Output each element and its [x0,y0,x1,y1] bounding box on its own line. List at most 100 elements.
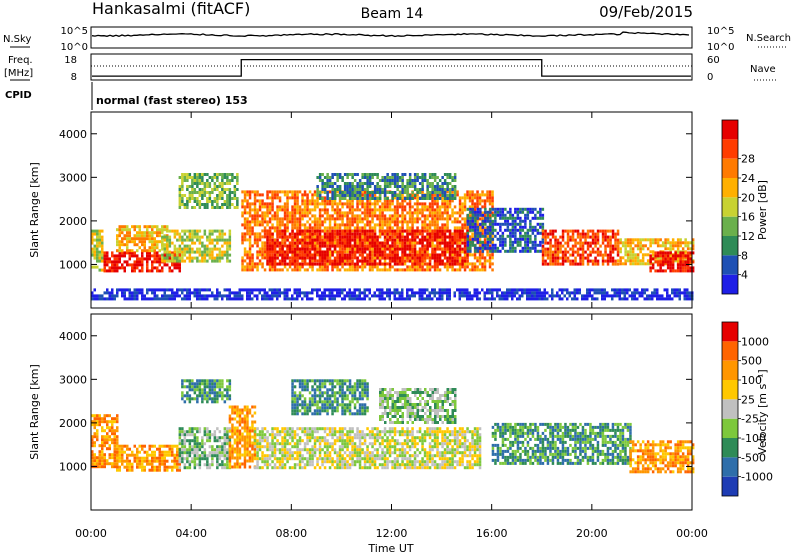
heatmap-cell [483,238,487,242]
heatmap-cell [346,191,349,194]
heatmap-cell [138,257,141,261]
heatmap-cell [481,246,485,250]
heatmap-cell [171,263,174,267]
heatmap-cell [381,188,384,191]
heatmap-cell [311,199,314,203]
heatmap-cell [338,238,342,242]
heatmap-cell [203,250,207,254]
heatmap-cell [371,262,374,266]
heatmap-cell [516,240,520,244]
heatmap-cell [343,235,347,239]
heatmap-cell [326,226,329,230]
heatmap-cell [626,256,630,260]
heatmap-cell [438,185,442,188]
heatmap-cell [431,223,434,227]
heatmap-cell [381,191,384,194]
heatmap-cell [226,256,229,260]
heatmap-cell [376,182,379,185]
heatmap-cell [473,196,477,200]
heatmap-cell [386,199,389,203]
heatmap-cell [276,288,279,292]
heatmap-cell [418,191,422,194]
heatmap-cell [288,214,292,218]
heatmap-cell [256,288,259,292]
heatmap-cell [676,247,680,251]
heatmap-cell [624,250,627,254]
heatmap-cell [331,199,334,203]
heatmap-cell [293,220,297,224]
heatmap-cell [468,193,472,197]
heatmap-cell [561,259,565,263]
heatmap-cell [624,253,627,257]
figure-title: Hankasalmi (fitACF) [92,0,250,18]
heatmap-cell [151,243,154,247]
heatmap-cell [393,262,397,266]
heatmap-cell [609,244,612,248]
heatmap-cell [436,244,439,248]
heatmap-cell [574,238,577,242]
heatmap-cell [494,243,497,247]
heatmap-cell [298,226,302,230]
heatmap-cell [98,268,101,272]
heatmap-cell [486,259,489,263]
heatmap-cell [413,229,417,233]
heatmap-cell [361,188,364,191]
heatmap-cell [218,197,222,200]
heatmap-cell [338,211,342,215]
heatmap-cell [278,291,281,295]
heatmap-cell [466,231,470,235]
heatmap-cell [313,205,317,209]
heatmap-cell [111,297,114,301]
heatmap-cell [679,244,682,248]
heatmap-cell [413,208,417,212]
heatmap-cell [211,232,214,236]
heatmap-cell [293,291,296,295]
heatmap-cell [326,247,329,251]
heatmap-cell [476,259,479,263]
heatmap-cell [418,268,422,272]
heatmap-cell [556,256,560,260]
heatmap-cell [636,259,640,263]
heatmap-cell [348,265,352,269]
heatmap-cell [311,214,314,218]
heatmap-cell [386,232,389,236]
heatmap-cell [443,199,447,203]
heatmap-cell [378,244,382,248]
heatmap-cell [301,259,304,263]
heatmap-cell [356,238,359,242]
heatmap-cell [143,225,146,229]
heatmap-cell [131,249,134,253]
heatmap-cell [141,231,144,235]
heatmap-cell [393,259,397,263]
heatmap-cell [428,253,432,257]
heatmap-cell [569,229,572,233]
heatmap-cell [484,219,487,223]
heatmap-cell [363,214,367,218]
heatmap-cell [418,229,422,233]
heatmap-cell [166,250,169,254]
heatmap-cell [291,294,294,298]
heatmap-cell [536,216,540,220]
heatmap-cell [191,182,194,185]
heatmap-cell [376,244,379,248]
heatmap-cell [501,216,505,220]
heatmap-cell [451,194,454,197]
heatmap-cell [138,269,141,273]
heatmap-cell [411,238,414,242]
heatmap-cell [228,191,232,194]
heatmap-cell [333,235,337,239]
heatmap-cell [228,232,232,236]
heatmap-cell [336,202,339,206]
heatmap-cell [286,196,289,200]
heatmap-cell [549,250,552,254]
heatmap-cell [453,197,457,200]
heatmap-cell [291,262,294,266]
heatmap-cell [541,259,545,263]
heatmap-cell [471,210,475,214]
heatmap-cell [371,214,374,218]
heatmap-cell [686,241,690,245]
heatmap-cell [641,262,645,266]
heatmap-cell [426,256,429,260]
heatmap-cell [106,257,109,261]
heatmap-cell [251,244,254,248]
